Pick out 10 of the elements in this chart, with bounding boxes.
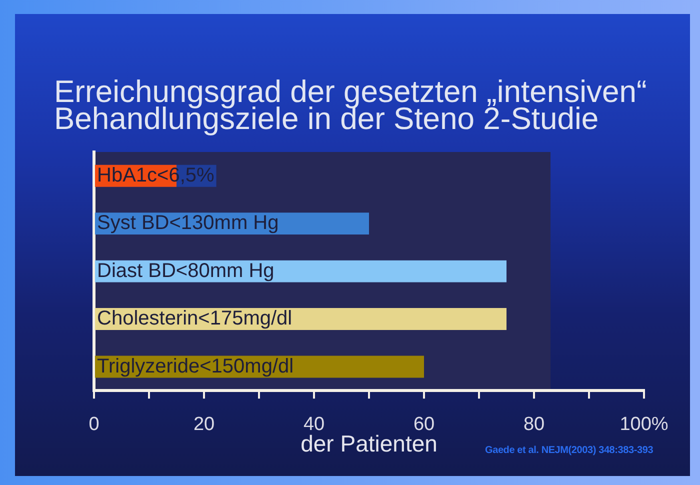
y-tick-label: Triglyzeride<150mg/dl <box>97 355 294 378</box>
x-tick-label: 20 <box>193 414 215 436</box>
x-tick-label: 100% <box>620 414 668 436</box>
text: Gaede et al. NEJM(2003) 348:383-393 <box>485 445 654 456</box>
y-tick-label: Diast BD<80mm Hg <box>97 260 274 282</box>
x-tick-label: 0 <box>88 414 100 436</box>
chart-title: Erreichungsgrad der gesetzten „intensiven“ Behandlungsziele in der Steno 2-Studie <box>54 74 648 136</box>
y-tick-label: Syst BD<130mm Hg <box>97 212 279 234</box>
x-tick-label: 80 <box>523 414 545 436</box>
y-tick-label: Cholesterin<175mg/dl <box>97 308 292 330</box>
